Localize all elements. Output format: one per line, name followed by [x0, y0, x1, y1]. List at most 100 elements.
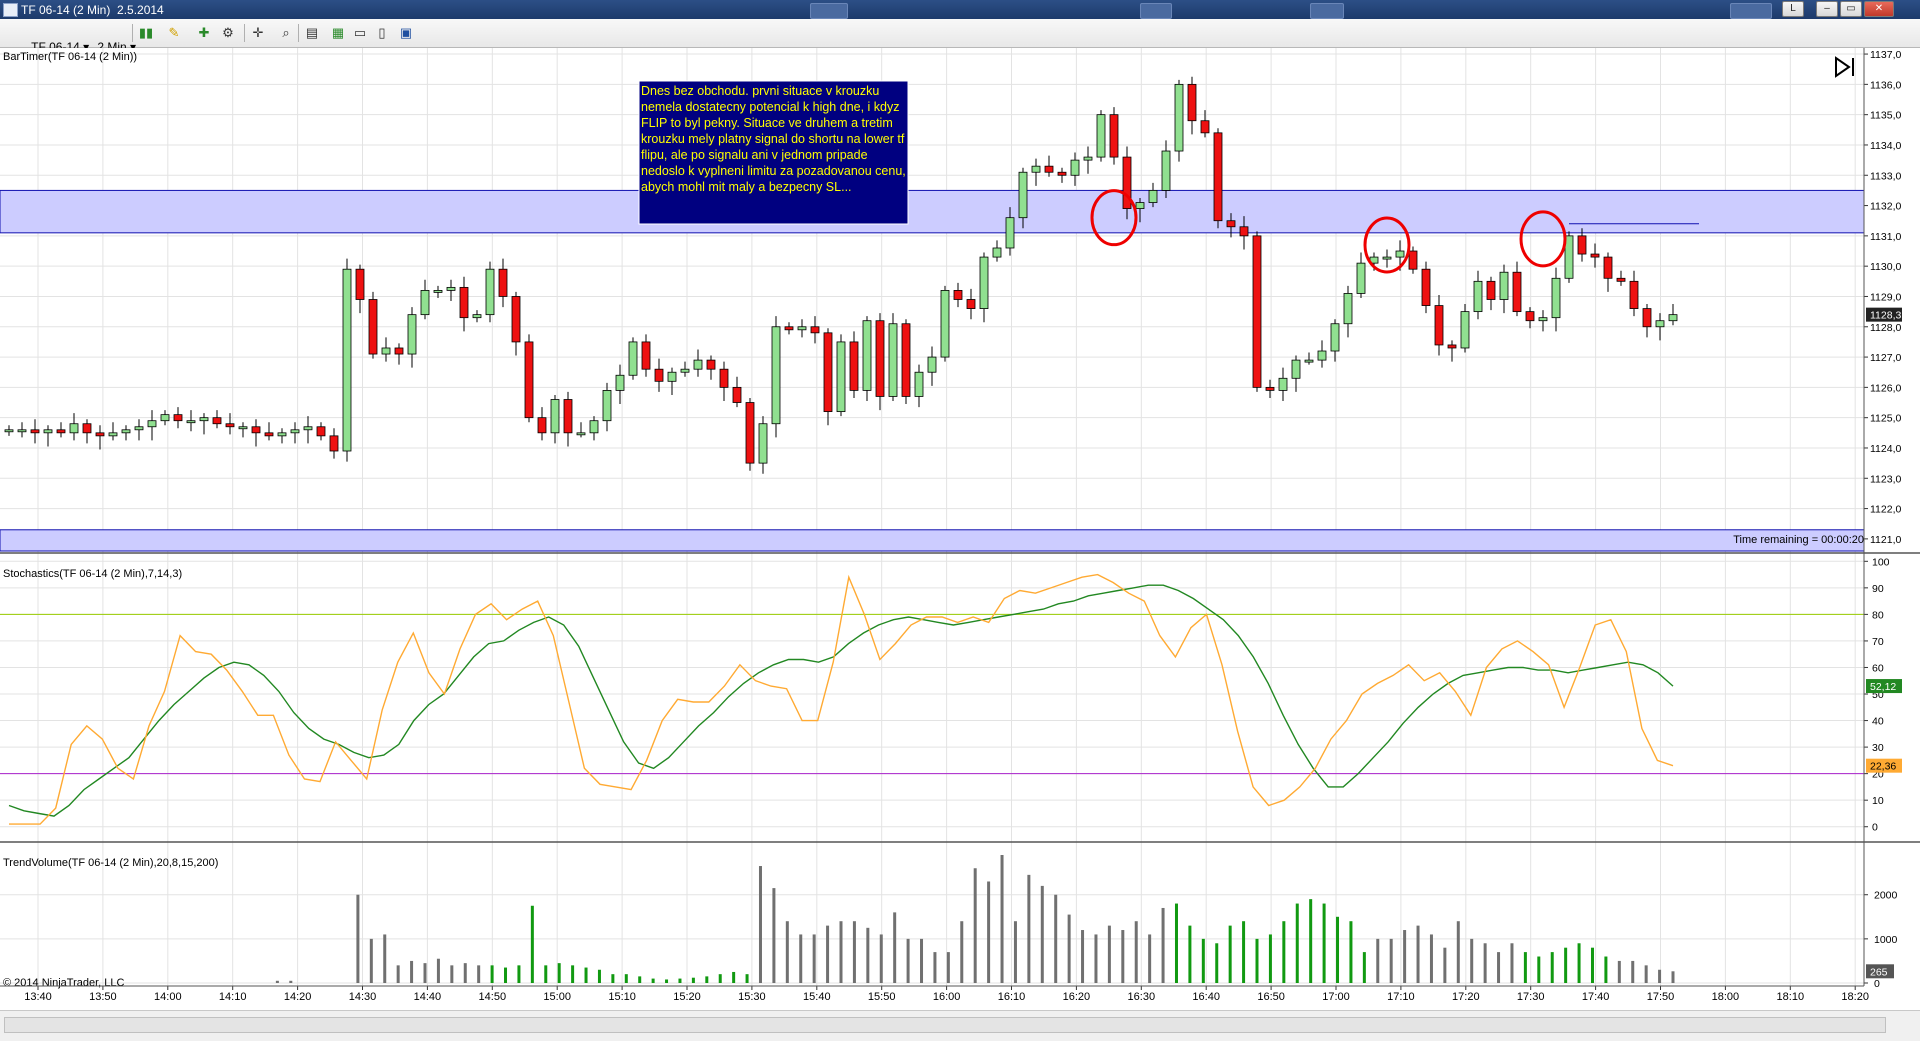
candle-body	[108, 432, 118, 437]
candle-body	[420, 290, 430, 316]
stochastics-d-line	[8, 584, 1674, 817]
stochastics-tick-label: 70	[1872, 636, 1884, 648]
candle-body	[134, 426, 144, 431]
volume-bar	[785, 921, 789, 983]
volume-bar	[584, 967, 588, 983]
volume-bar	[1523, 952, 1527, 983]
data-box-icon[interactable]: ▤	[305, 25, 319, 40]
candle-body	[1603, 256, 1613, 279]
volume-bar	[369, 938, 373, 983]
volume-bar	[1067, 914, 1071, 983]
time-tick-label: 13:40	[24, 991, 52, 1003]
taskbar-tab[interactable]	[1730, 3, 1772, 19]
link-button[interactable]: L	[1782, 1, 1804, 17]
candle-body	[1226, 220, 1236, 228]
play-to-end-icon[interactable]	[1835, 56, 1854, 78]
stochastics-tick-label: 40	[1872, 716, 1884, 728]
snapshot-icon[interactable]: ▭	[353, 25, 367, 40]
volume-bar	[1389, 938, 1393, 983]
volume-bar	[691, 977, 695, 983]
candle-body	[589, 420, 599, 434]
volume-bar	[933, 952, 937, 983]
horizontal-scrollbar[interactable]	[4, 1017, 1886, 1033]
candle-body	[693, 359, 703, 370]
draw-tool-icon[interactable]: ✎	[168, 25, 180, 40]
taskbar-tab[interactable]	[1310, 3, 1344, 19]
price-tick-label: 1121,0	[1870, 534, 1901, 546]
candle-body	[1330, 323, 1340, 352]
candle-body	[615, 374, 625, 391]
close-button[interactable]: ✕	[1864, 1, 1894, 17]
maximize-button[interactable]: ▭	[1840, 1, 1862, 17]
hide-panel-icon[interactable]: ▯	[378, 25, 386, 40]
window-link-icon[interactable]: ▣	[399, 25, 413, 40]
volume-bar	[1497, 952, 1501, 983]
time-tick-label: 15:30	[738, 991, 766, 1003]
minimize-button[interactable]: ‒	[1816, 1, 1838, 17]
candle-body	[498, 268, 508, 297]
candle-body	[1655, 320, 1665, 328]
candle-body	[95, 432, 105, 437]
copyright-label: © 2014 NinjaTrader, LLC	[3, 977, 124, 989]
candle-body	[888, 323, 898, 397]
volume-bar	[1483, 943, 1487, 983]
stochastics-value-tag	[1866, 679, 1902, 694]
volume-tick-label: 1000	[1874, 934, 1898, 946]
candle-body	[238, 426, 248, 430]
volume-bar	[920, 938, 924, 983]
volume-bar	[718, 974, 722, 983]
volume-bar	[436, 958, 440, 983]
zoom-icon[interactable]: ⌕	[282, 25, 290, 40]
candle-body	[875, 320, 885, 397]
volume-bar	[745, 974, 749, 983]
taskbar-tab[interactable]	[810, 3, 848, 19]
price-tick-label: 1127,0	[1870, 352, 1901, 364]
volume-tick-label: 2000	[1874, 890, 1898, 902]
time-tick-label: 18:20	[1841, 991, 1869, 1003]
volume-bar	[678, 978, 682, 983]
price-circles	[1090, 189, 1567, 274]
candle-body	[784, 326, 794, 331]
volume-bar	[1188, 925, 1192, 983]
candle-body	[953, 290, 963, 300]
volume-bar	[1577, 943, 1581, 983]
candle-body	[810, 326, 820, 334]
stochastics-tick-label: 10	[1872, 795, 1884, 807]
price-tick-label: 1133,0	[1870, 170, 1901, 182]
chart-style-icon[interactable]: ▮▮	[138, 25, 154, 40]
chart-area[interactable]: BarTimer(TF 06-14 (2 Min)) Time remainin…	[0, 48, 1920, 1010]
properties-icon[interactable]: ▦	[331, 25, 345, 40]
volume-bar	[1510, 943, 1514, 983]
volume-bar	[517, 965, 521, 983]
stochastics-tick-label: 0	[1872, 822, 1878, 834]
volume-bar	[597, 969, 601, 983]
resistance-zone	[0, 189, 1865, 234]
candle-body	[979, 256, 989, 309]
indicators-icon[interactable]: ✚	[198, 25, 210, 40]
candle-body	[823, 332, 833, 413]
candle-body	[485, 268, 495, 316]
candle-body	[30, 429, 40, 434]
time-tick-label: 18:00	[1712, 991, 1740, 1003]
candle-body	[1447, 344, 1457, 349]
candle-body	[1005, 217, 1015, 249]
price-tick-label: 1123,0	[1870, 473, 1901, 485]
stochastics-value-tag	[1866, 758, 1902, 773]
stochastics-tick-label: 30	[1872, 742, 1884, 754]
time-tick-label: 16:40	[1192, 991, 1220, 1003]
volume-bar	[571, 965, 575, 983]
candle-body	[1642, 308, 1652, 328]
time-tick-label: 14:40	[414, 991, 442, 1003]
time-tick-label: 15:50	[868, 991, 896, 1003]
candle-body	[459, 286, 469, 319]
taskbar-tab[interactable]	[1140, 3, 1172, 19]
volume-bar	[1631, 960, 1635, 983]
volume-bar	[987, 881, 991, 983]
crosshair-icon[interactable]: ✛	[252, 25, 264, 40]
strategies-icon[interactable]: ⚙	[222, 25, 234, 40]
volume-bar	[1148, 934, 1152, 983]
volume-bar	[1309, 899, 1313, 983]
volume-panel-title: TrendVolume(TF 06-14 (2 Min),20,8,15,200…	[3, 857, 218, 869]
annotation-box[interactable]: Dnes bez obchodu. prvni situace v krouzk…	[638, 80, 909, 225]
volume-bar	[1094, 934, 1098, 983]
